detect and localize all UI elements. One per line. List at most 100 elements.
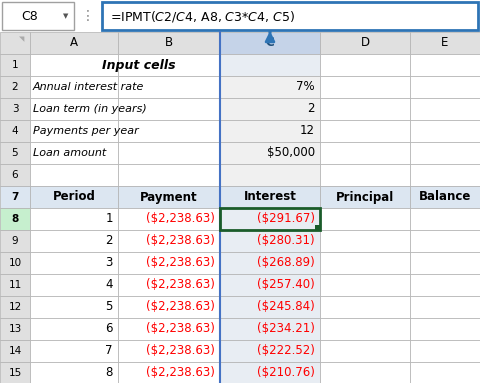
Bar: [220, 98, 320, 120]
Bar: [410, 120, 480, 142]
Bar: [118, 208, 220, 230]
Bar: [220, 296, 320, 318]
Bar: [320, 252, 410, 274]
Bar: [0, 274, 30, 296]
Bar: [30, 54, 118, 76]
Bar: [0, 164, 30, 186]
Text: Loan term (in years): Loan term (in years): [33, 104, 147, 114]
Text: 2: 2: [12, 82, 18, 92]
Text: ($2,238.63): ($2,238.63): [146, 278, 215, 291]
Bar: [118, 252, 220, 274]
Text: ($268.89): ($268.89): [257, 257, 315, 270]
Bar: [118, 230, 220, 252]
Bar: [30, 252, 118, 274]
Bar: [30, 230, 118, 252]
Text: 9: 9: [12, 236, 18, 246]
Text: 7: 7: [106, 344, 113, 357]
Bar: [30, 120, 118, 142]
Text: Principal: Principal: [336, 190, 394, 203]
Text: 1: 1: [12, 60, 18, 70]
Bar: [0, 296, 30, 318]
Bar: [30, 98, 118, 120]
Bar: [0, 230, 30, 252]
Bar: [320, 274, 410, 296]
Bar: [320, 76, 410, 98]
Text: 6: 6: [12, 170, 18, 180]
Bar: [0, 362, 30, 383]
Bar: [118, 32, 220, 54]
Text: $50,000: $50,000: [267, 147, 315, 159]
Bar: [320, 340, 410, 362]
Bar: [410, 164, 480, 186]
Text: ($2,238.63): ($2,238.63): [146, 301, 215, 314]
Text: 5: 5: [12, 148, 18, 158]
Text: 4: 4: [12, 126, 18, 136]
Bar: [220, 164, 320, 186]
Bar: [220, 252, 320, 274]
Bar: [0, 120, 30, 142]
Text: ⋮: ⋮: [81, 9, 95, 23]
Text: 15: 15: [8, 368, 22, 378]
Text: Interest: Interest: [243, 190, 297, 203]
Bar: [118, 274, 220, 296]
Bar: [220, 54, 320, 76]
Text: 12: 12: [8, 302, 22, 312]
Bar: [30, 186, 118, 208]
Text: ($234.21): ($234.21): [257, 322, 315, 336]
Bar: [118, 54, 220, 76]
Text: 3: 3: [12, 104, 18, 114]
Bar: [320, 296, 410, 318]
Bar: [320, 32, 410, 54]
Bar: [220, 208, 320, 230]
Bar: [220, 274, 320, 296]
Text: ($257.40): ($257.40): [257, 278, 315, 291]
Text: 8: 8: [106, 367, 113, 380]
Bar: [220, 362, 320, 383]
Bar: [220, 208, 320, 230]
Bar: [410, 186, 480, 208]
Bar: [320, 318, 410, 340]
Text: D: D: [360, 36, 370, 49]
Bar: [410, 98, 480, 120]
Bar: [30, 76, 118, 98]
Text: 12: 12: [300, 124, 315, 137]
Bar: [118, 120, 220, 142]
Bar: [0, 318, 30, 340]
Bar: [220, 32, 320, 54]
Text: 1: 1: [106, 213, 113, 226]
Text: 3: 3: [106, 257, 113, 270]
Text: 4: 4: [106, 278, 113, 291]
Bar: [118, 318, 220, 340]
Text: ($2,238.63): ($2,238.63): [146, 213, 215, 226]
Bar: [410, 296, 480, 318]
Text: Annual interest rate: Annual interest rate: [33, 82, 144, 92]
Bar: [118, 142, 220, 164]
Text: Balance: Balance: [419, 190, 471, 203]
Text: 13: 13: [8, 324, 22, 334]
Bar: [410, 362, 480, 383]
Bar: [0, 208, 30, 230]
Bar: [320, 98, 410, 120]
Bar: [0, 252, 30, 274]
Text: E: E: [441, 36, 449, 49]
Bar: [118, 76, 220, 98]
Text: Input cells: Input cells: [102, 59, 176, 72]
Bar: [220, 76, 320, 98]
Bar: [30, 32, 118, 54]
Text: 10: 10: [9, 258, 22, 268]
Bar: [220, 230, 320, 252]
Text: 2: 2: [308, 103, 315, 116]
Text: A: A: [70, 36, 78, 49]
Bar: [320, 362, 410, 383]
Text: ◥: ◥: [19, 36, 24, 42]
Bar: [2, 2, 74, 30]
Bar: [118, 98, 220, 120]
Bar: [220, 120, 320, 142]
Bar: [30, 362, 118, 383]
Text: 2: 2: [106, 234, 113, 247]
Bar: [30, 296, 118, 318]
Text: 11: 11: [8, 280, 22, 290]
Bar: [410, 274, 480, 296]
Bar: [0, 32, 30, 54]
Text: ($2,238.63): ($2,238.63): [146, 367, 215, 380]
